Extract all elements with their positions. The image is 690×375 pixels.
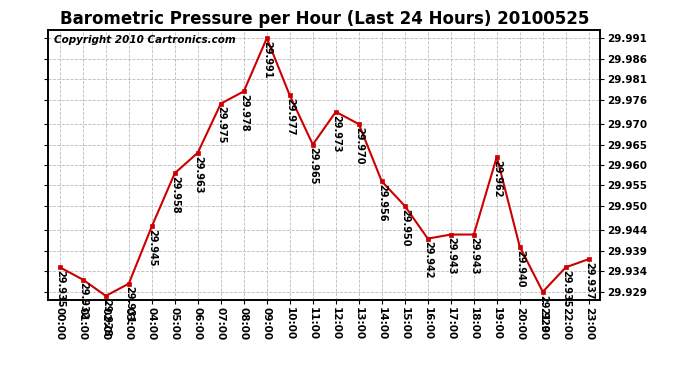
Text: 29.943: 29.943 <box>469 237 479 275</box>
Text: 29.970: 29.970 <box>354 127 364 164</box>
Text: 29.929: 29.929 <box>538 295 548 332</box>
Text: 29.940: 29.940 <box>515 250 525 287</box>
Text: 29.962: 29.962 <box>492 160 502 197</box>
Text: 29.978: 29.978 <box>239 94 249 132</box>
Text: 29.977: 29.977 <box>285 98 295 136</box>
Text: 29.950: 29.950 <box>400 209 410 246</box>
Text: 29.973: 29.973 <box>331 115 341 152</box>
Text: 29.991: 29.991 <box>262 41 272 78</box>
Text: 29.942: 29.942 <box>423 242 433 279</box>
Text: 29.958: 29.958 <box>170 176 180 214</box>
Text: 29.935: 29.935 <box>55 270 65 308</box>
Text: 29.963: 29.963 <box>193 156 203 193</box>
Text: 29.931: 29.931 <box>124 286 134 324</box>
Text: 29.932: 29.932 <box>78 282 88 320</box>
Title: Barometric Pressure per Hour (Last 24 Hours) 20100525: Barometric Pressure per Hour (Last 24 Ho… <box>59 10 589 28</box>
Text: 29.937: 29.937 <box>584 262 594 299</box>
Text: Copyright 2010 Cartronics.com: Copyright 2010 Cartronics.com <box>54 35 235 45</box>
Text: 29.943: 29.943 <box>446 237 456 275</box>
Text: 29.945: 29.945 <box>147 229 157 267</box>
Text: 29.975: 29.975 <box>216 106 226 144</box>
Text: 29.956: 29.956 <box>377 184 387 222</box>
Text: 29.928: 29.928 <box>101 298 111 336</box>
Text: 29.935: 29.935 <box>561 270 571 308</box>
Text: 29.965: 29.965 <box>308 147 318 185</box>
